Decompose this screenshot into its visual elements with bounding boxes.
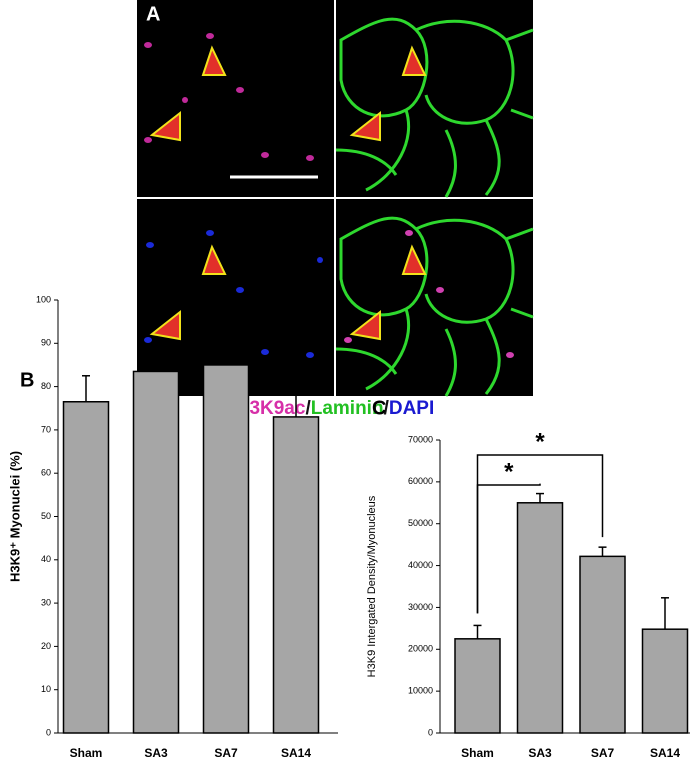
micrograph-h3k9ac: [137, 0, 334, 197]
x-tick-label: SA7: [214, 746, 238, 760]
bar: [62, 401, 110, 734]
x-tick-label: SA3: [528, 746, 552, 760]
y-tick-label: 70: [41, 424, 51, 434]
y-tick-label: 50: [41, 511, 51, 521]
bar: [202, 364, 250, 734]
bar: [132, 370, 180, 734]
y-tick-label: 10000: [408, 686, 433, 696]
nuclei-magenta: [144, 33, 314, 161]
y-tick-label: 90: [41, 338, 51, 348]
nuclei-merge: [344, 230, 514, 358]
stain-part: /: [384, 398, 390, 419]
micrograph-merge: [336, 199, 533, 396]
y-tick-label: 30000: [408, 602, 433, 612]
micrograph-dapi: [137, 199, 334, 396]
x-tick-label: Sham: [70, 746, 103, 760]
y-tick-label: 100: [36, 294, 51, 304]
x-tick-label: Sham: [461, 746, 494, 760]
y-tick-label: 20000: [408, 644, 433, 654]
stain-legend: H3K9ac/Laminin/DAPI: [236, 398, 435, 419]
y-tick-label: 50000: [408, 518, 433, 528]
significance-mark: *: [535, 428, 545, 455]
x-tick-label: SA7: [591, 746, 615, 760]
y-tick-label: 60000: [408, 476, 433, 486]
significance-bracket: [476, 454, 604, 614]
micrographs: A: [137, 0, 535, 398]
y-tick-label: 20: [41, 641, 51, 651]
significance-mark: *: [504, 458, 514, 485]
bar: [641, 628, 689, 734]
stain-part: /: [305, 398, 311, 419]
nuclei-blue: [144, 230, 323, 358]
panel-label: C: [372, 397, 386, 419]
stain-part: DAPI: [389, 398, 434, 419]
stain-part: H3K9ac: [236, 398, 306, 419]
y-tick-label: 0: [428, 727, 433, 737]
x-tick-label: SA14: [281, 746, 311, 760]
arrowheads: [149, 45, 427, 341]
bar: [516, 502, 564, 734]
x-tick-label: SA14: [650, 746, 680, 760]
bar: [272, 416, 320, 734]
y-tick-label: 40000: [408, 560, 433, 570]
y-tick-label: 70000: [408, 434, 433, 444]
micrograph-laminin: [336, 0, 533, 197]
y-tick-label: 10: [41, 684, 51, 694]
panel-label: A: [146, 3, 160, 25]
y-axis-label: H3K9 Intergated Density/Myonucleus: [366, 495, 378, 677]
bar: [454, 638, 501, 734]
bar: [579, 555, 626, 734]
y-tick-label: 40: [41, 554, 51, 564]
y-tick-label: 80: [41, 381, 51, 391]
panel-label: B: [20, 369, 34, 391]
y-tick-label: 30: [41, 597, 51, 607]
y-tick-label: 60: [41, 468, 51, 478]
y-tick-label: 0: [46, 727, 51, 737]
stain-part: Laminin: [311, 398, 384, 419]
x-tick-label: SA3: [144, 746, 168, 760]
y-axis-label: H3K9⁺ Myonuclei (%): [7, 451, 22, 582]
